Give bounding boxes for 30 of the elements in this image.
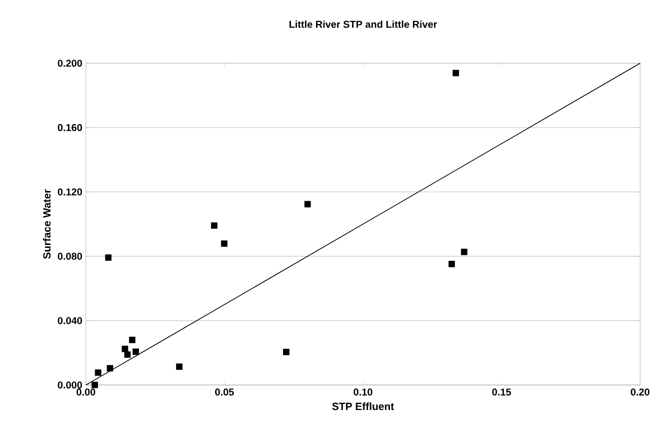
point (92, 382, 98, 388)
x-tick-label: 0.15 (492, 388, 511, 396)
y-tick-label: 0.160 (58, 124, 82, 132)
point (304, 200, 311, 208)
chart-title: Little River STP and Little River (289, 20, 438, 28)
point (176, 363, 182, 370)
point (128, 336, 136, 344)
point (211, 222, 218, 229)
point (460, 248, 468, 256)
x-tick-label: 0.05 (215, 388, 234, 396)
y-tick-label: 0.000 (58, 381, 82, 388)
point (105, 254, 112, 261)
point (94, 369, 102, 376)
y-axis-title: Surface Water (42, 189, 51, 259)
point (132, 348, 139, 355)
x-tick-label: 0.00 (76, 388, 96, 396)
point (122, 346, 128, 352)
point (448, 260, 455, 268)
point (452, 70, 460, 76)
x-tick-label: 0.10 (354, 388, 372, 396)
point (124, 351, 131, 358)
x-axis-title: STP Effluent (332, 402, 394, 410)
y-tick-label: 0.080 (58, 252, 82, 260)
point (220, 240, 228, 247)
point (283, 348, 290, 356)
y-tick-label: 0.200 (58, 60, 82, 67)
y-tick-label: 0.040 (58, 317, 82, 324)
x-tick-label: 0.20 (630, 388, 650, 396)
y-tick-label: 0.120 (58, 188, 82, 196)
point (106, 365, 114, 372)
